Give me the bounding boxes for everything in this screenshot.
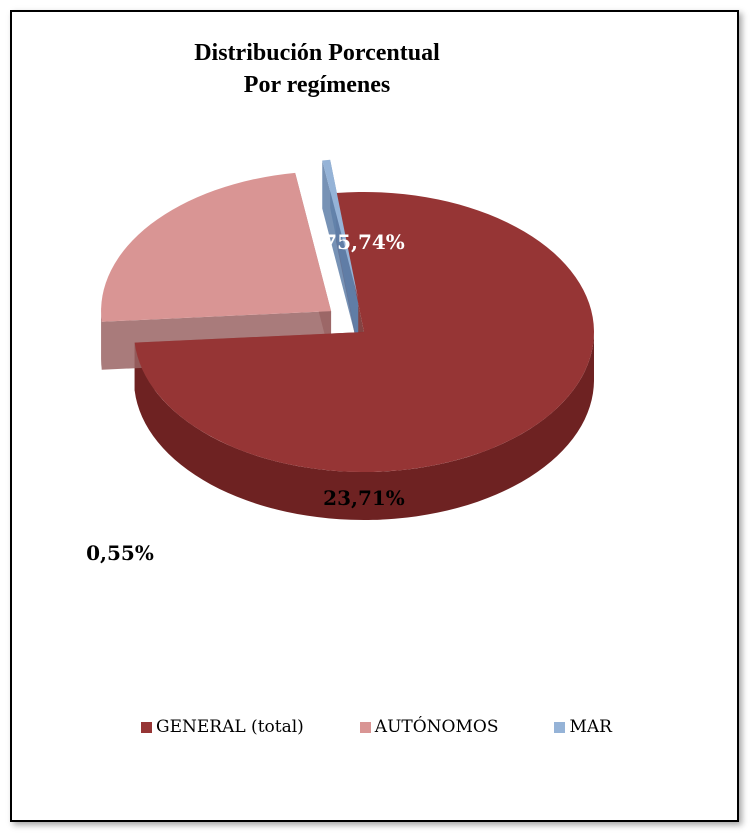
chart-title-line-2: Por regímenes xyxy=(243,72,391,98)
pie-slice-autnomos xyxy=(101,172,332,322)
legend-item-autonomos: AUTÓNOMOS xyxy=(359,717,499,737)
legend-swatch-autonomos xyxy=(359,721,371,733)
legend-item-mar: MAR xyxy=(554,717,612,737)
pie-slice-mar xyxy=(322,159,359,299)
legend: GENERAL (total) AUTÓNOMOS MAR xyxy=(12,712,741,742)
legend-label-general: GENERAL (total) xyxy=(156,717,304,737)
legend-label-mar: MAR xyxy=(569,717,612,737)
data-label-mar: 0,55% xyxy=(86,541,154,565)
chart-frame: Distribución Porcentual Por regímenes 75… xyxy=(10,10,739,822)
pie-slice-generaltotal xyxy=(134,192,595,472)
data-label-autnomos: 23,71% xyxy=(323,486,405,510)
legend-swatch-general xyxy=(141,721,153,733)
chart-title: Distribución Porcentual Por regímenes xyxy=(72,37,562,101)
chart-title-line-1: Distribución Porcentual xyxy=(194,40,440,66)
pie-chart: 75,74% 23,71% 0,55% xyxy=(86,159,595,565)
pie-side-autnomos-0 xyxy=(101,311,102,370)
legend-label-autonomos: AUTÓNOMOS xyxy=(374,717,499,737)
legend-item-general: GENERAL (total) xyxy=(141,717,304,737)
legend-swatch-mar xyxy=(554,721,566,733)
data-label-generaltotal: 75,74% xyxy=(323,230,405,254)
pie-side-generaltotal-0 xyxy=(134,332,594,520)
